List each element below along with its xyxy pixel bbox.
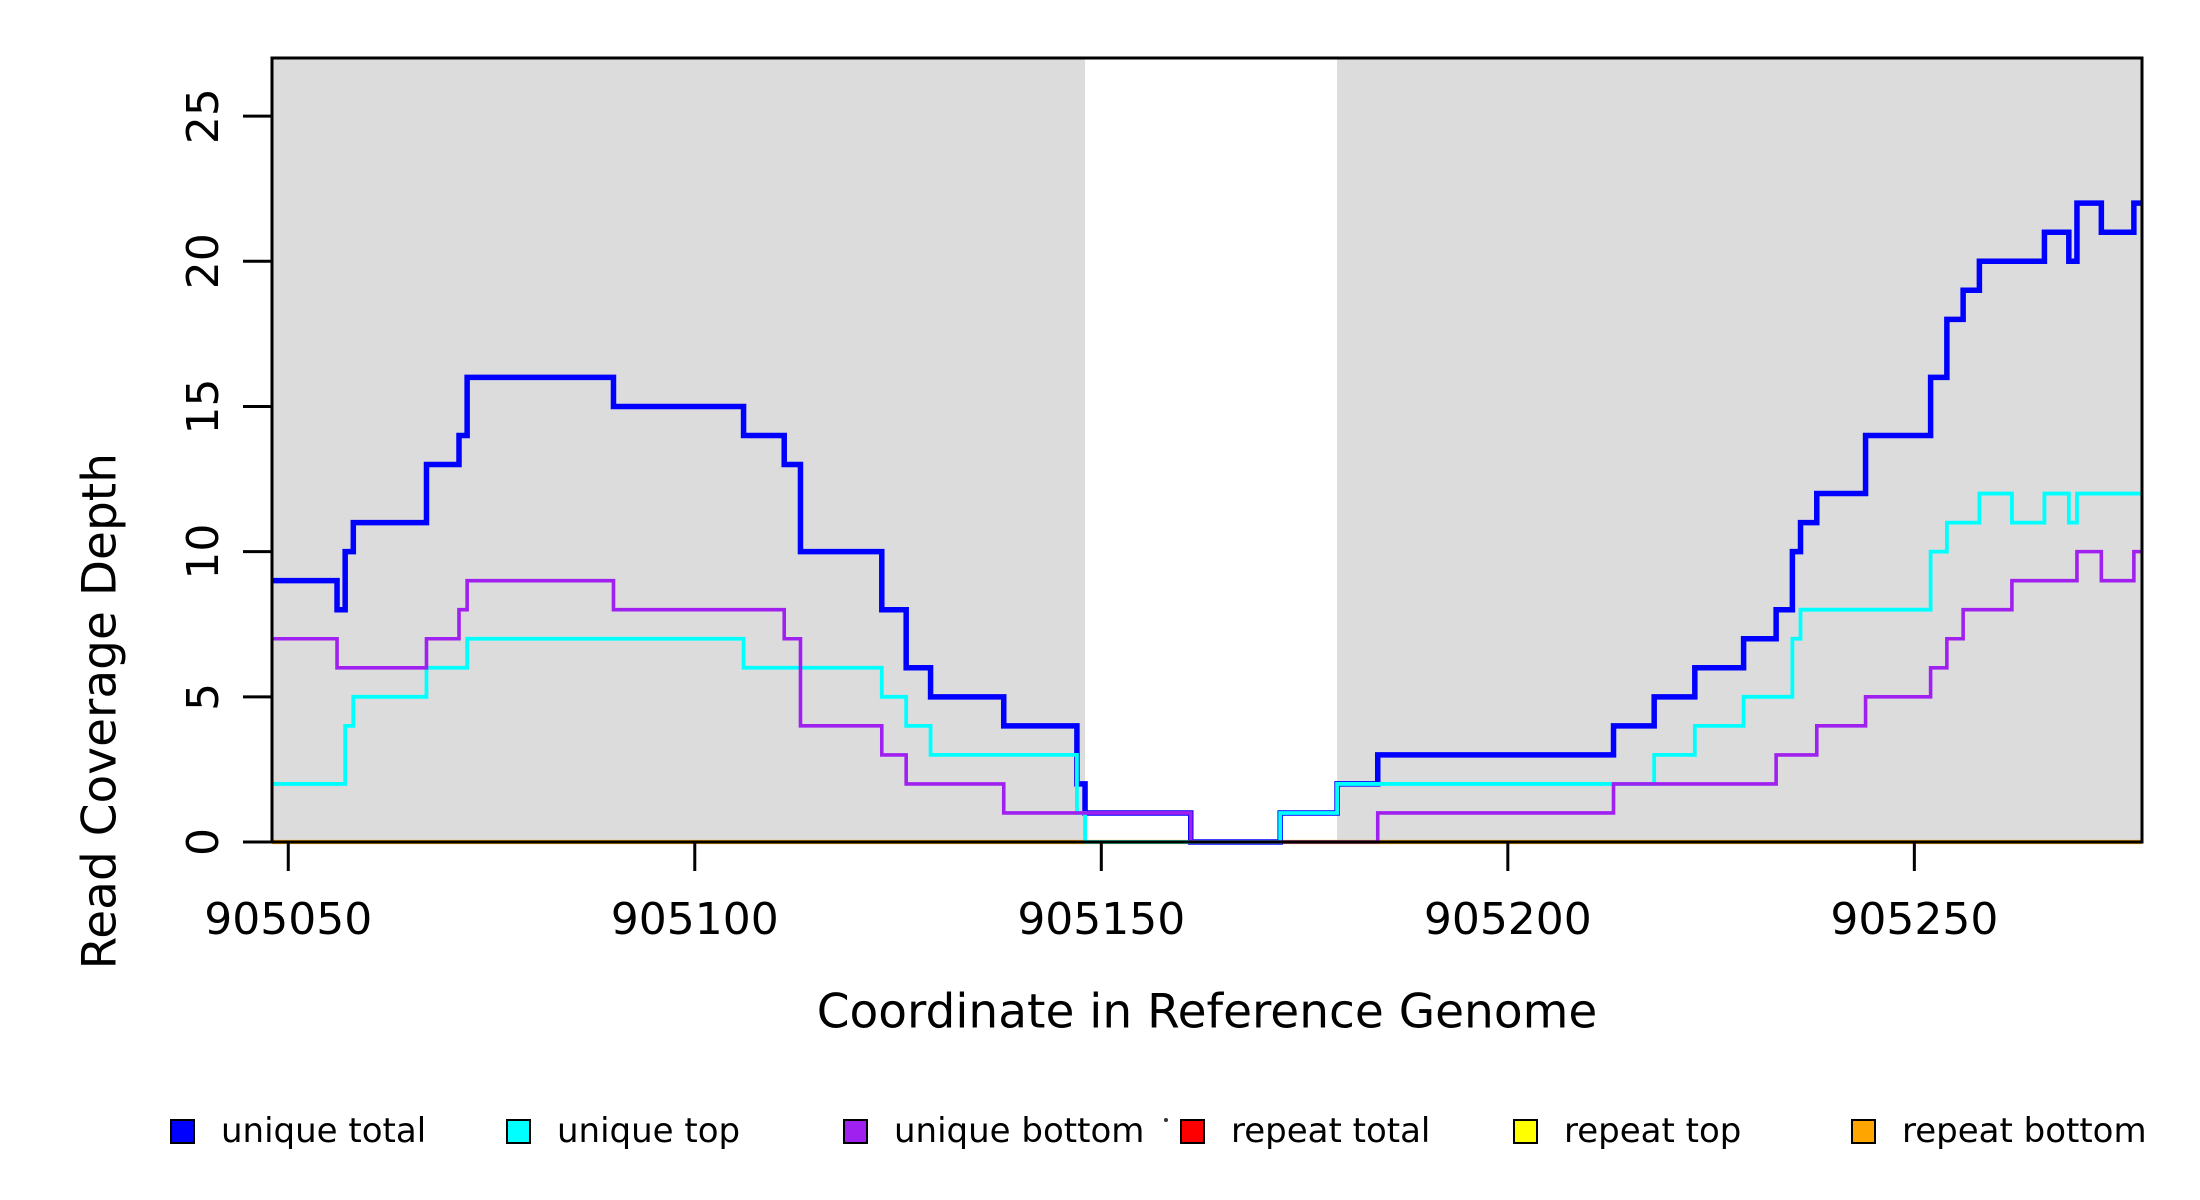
legend-item-repeat-total: repeat total xyxy=(1180,1111,1431,1151)
coverage-band-1 xyxy=(1337,58,2142,842)
legend-item-unique-bottom: unique bottom xyxy=(843,1111,1145,1151)
legend-item-unique-total: unique total xyxy=(170,1111,427,1151)
legend-swatch-unique-total xyxy=(170,1118,195,1144)
y-tick-label: 20 xyxy=(178,233,229,289)
legend-label: unique top xyxy=(557,1111,741,1151)
legend-item-repeat-top: repeat top xyxy=(1513,1111,1742,1151)
legend-label: unique bottom xyxy=(894,1111,1145,1151)
x-tick-label: 905100 xyxy=(611,894,779,945)
legend-swatch-repeat-bottom xyxy=(1851,1118,1876,1144)
legend-label: repeat bottom xyxy=(1902,1111,2147,1151)
y-tick-label: 10 xyxy=(178,524,229,580)
legend-label: unique total xyxy=(221,1111,427,1151)
x-axis-title: Coordinate in Reference Genome xyxy=(816,984,1598,1040)
y-axis-title: Read Coverage Depth xyxy=(72,453,128,970)
x-tick-label: 905250 xyxy=(1830,894,1998,945)
legend-swatch-repeat-top xyxy=(1513,1118,1538,1144)
series-line-unique-top xyxy=(272,491,2142,844)
x-tick-label: 905200 xyxy=(1424,894,1592,945)
x-tick-label: 905150 xyxy=(1017,894,1185,945)
legend: unique total unique top unique bottom repea… xyxy=(0,1111,2200,1151)
coverage-band-0 xyxy=(272,58,1086,842)
legend-label: repeat top xyxy=(1564,1111,1742,1151)
legend-label: repeat total xyxy=(1231,1111,1431,1151)
legend-item-unique-top: unique top xyxy=(506,1111,741,1151)
y-tick-label: 15 xyxy=(178,378,229,434)
legend-swatch-unique-top xyxy=(506,1118,531,1144)
legend-swatch-unique-bottom xyxy=(843,1118,868,1144)
series-line-unique-bottom xyxy=(272,549,2142,844)
y-tick-label: 5 xyxy=(178,683,229,711)
legend-item-repeat-bottom: repeat bottom xyxy=(1851,1111,2147,1151)
x-tick-label: 905050 xyxy=(204,894,372,945)
legend-swatch-repeat-total xyxy=(1180,1118,1205,1144)
y-tick-label: 25 xyxy=(178,88,229,144)
plot-border xyxy=(270,56,2144,844)
y-tick-label: 0 xyxy=(178,828,229,856)
legend-stray-dot xyxy=(1164,1118,1168,1122)
